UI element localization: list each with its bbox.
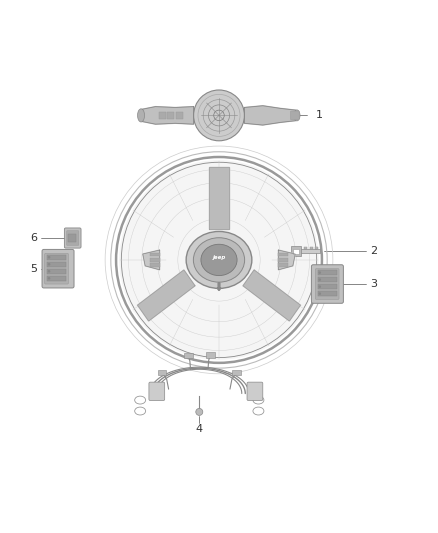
Circle shape (318, 271, 321, 274)
Ellipse shape (193, 238, 244, 282)
Polygon shape (209, 167, 229, 229)
Ellipse shape (186, 231, 252, 288)
Bar (68, 233, 76, 243)
Text: 3: 3 (370, 279, 377, 289)
Bar (150, 263, 160, 267)
FancyBboxPatch shape (42, 249, 74, 288)
Ellipse shape (294, 110, 300, 121)
Bar (159, 112, 166, 119)
Bar (304, 247, 307, 249)
Circle shape (48, 270, 50, 273)
Polygon shape (143, 250, 159, 270)
Ellipse shape (119, 160, 319, 360)
Bar (278, 253, 288, 256)
Bar (278, 263, 288, 267)
Bar (150, 253, 160, 256)
Bar (318, 284, 337, 289)
Circle shape (318, 285, 321, 288)
Circle shape (48, 256, 50, 259)
FancyBboxPatch shape (315, 269, 339, 300)
Text: 4: 4 (196, 424, 203, 434)
FancyBboxPatch shape (64, 228, 81, 248)
Bar (291, 246, 301, 256)
FancyBboxPatch shape (67, 231, 79, 246)
Bar (184, 353, 193, 358)
Circle shape (48, 277, 50, 280)
Bar (315, 247, 318, 249)
Bar (300, 249, 320, 253)
Circle shape (196, 408, 203, 415)
Bar (278, 258, 288, 262)
Bar (232, 370, 241, 375)
Bar (47, 276, 66, 281)
Text: jeep: jeep (212, 255, 226, 260)
Bar (293, 248, 299, 254)
Text: 1: 1 (315, 110, 322, 120)
Polygon shape (279, 250, 295, 270)
Polygon shape (244, 106, 296, 125)
Text: 6: 6 (30, 233, 37, 243)
Bar (176, 112, 183, 119)
FancyBboxPatch shape (247, 382, 263, 400)
Bar (318, 291, 337, 296)
Bar (206, 352, 215, 358)
Bar (167, 112, 174, 119)
FancyArrow shape (217, 282, 221, 290)
FancyBboxPatch shape (149, 382, 165, 400)
Bar (318, 270, 337, 275)
Text: 5: 5 (30, 264, 37, 273)
FancyBboxPatch shape (45, 253, 68, 284)
Ellipse shape (201, 244, 237, 276)
Bar (47, 255, 66, 260)
Bar (158, 370, 166, 375)
FancyBboxPatch shape (311, 265, 343, 303)
Bar (310, 247, 313, 249)
Ellipse shape (138, 109, 145, 122)
Circle shape (48, 263, 50, 265)
Polygon shape (243, 270, 300, 321)
Polygon shape (138, 270, 195, 321)
Circle shape (194, 90, 244, 141)
Bar (47, 262, 66, 267)
Polygon shape (142, 107, 194, 124)
FancyBboxPatch shape (290, 111, 299, 120)
Bar (318, 277, 337, 282)
Text: 2: 2 (370, 246, 377, 256)
Circle shape (318, 292, 321, 295)
Bar (150, 258, 160, 262)
Bar (47, 269, 66, 274)
Circle shape (318, 278, 321, 281)
